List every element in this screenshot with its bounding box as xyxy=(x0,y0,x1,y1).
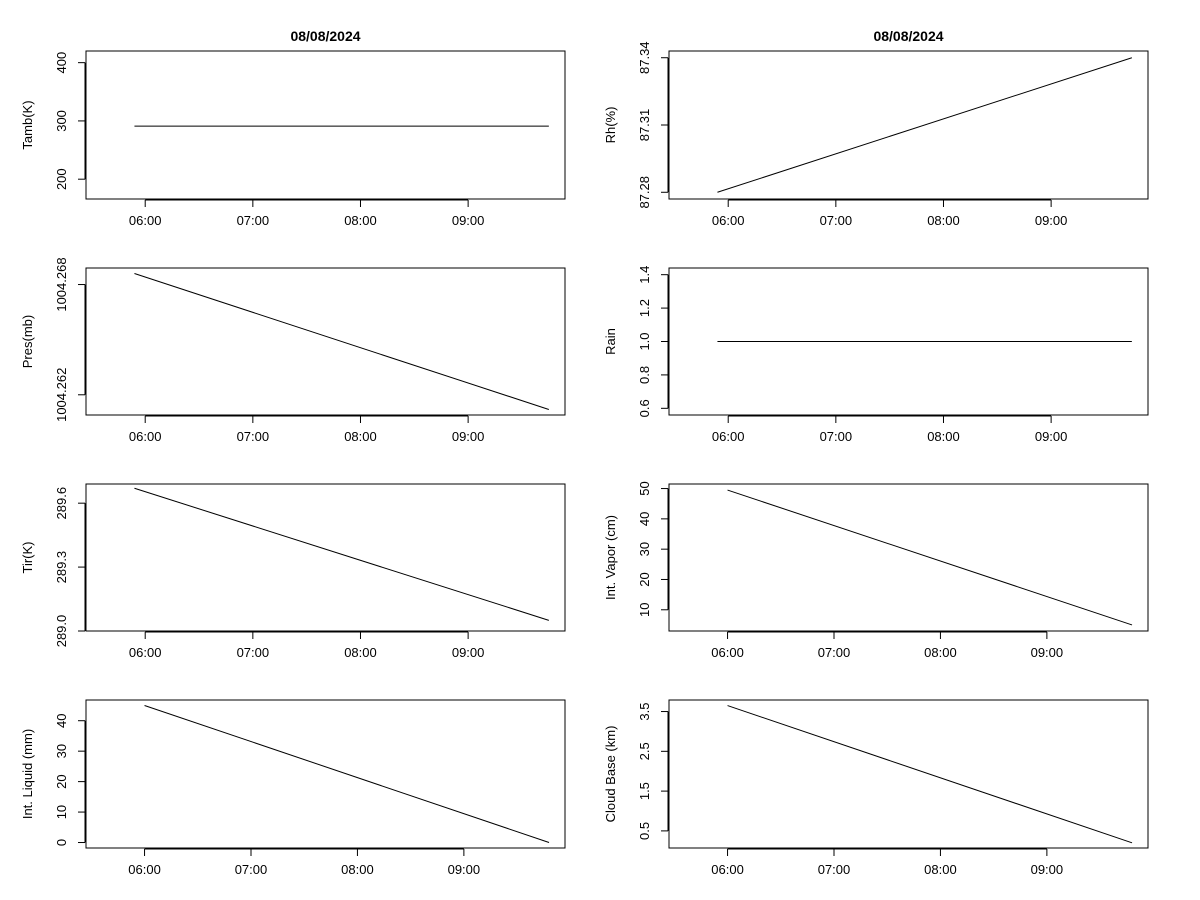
y-tick-label: 289.3 xyxy=(54,551,69,584)
x-tick-label: 07:00 xyxy=(820,429,853,444)
y-tick-label: 30 xyxy=(54,744,69,758)
y-tick-label: 40 xyxy=(637,512,652,526)
y-tick-label: 1.2 xyxy=(637,299,652,317)
y-tick-label: 1.5 xyxy=(637,782,652,800)
x-tick-label: 06:00 xyxy=(129,645,162,660)
x-tick-label: 07:00 xyxy=(235,862,268,877)
plot-frame xyxy=(668,50,1149,200)
x-tick-label: 09:00 xyxy=(1031,862,1064,877)
y-tick-label: 1004.262 xyxy=(54,368,69,422)
y-tick-label: 2.5 xyxy=(637,742,652,760)
panel-4: 06:00 07:00 08:00 09:00 0.6 0.8 1.0 1.2 1.4 Rain xyxy=(603,266,1149,444)
y-axis-label: Int. Liquid (mm) xyxy=(20,729,35,819)
x-tick-label: 06:00 xyxy=(711,862,744,877)
y-tick-label: 200 xyxy=(54,168,69,190)
x-tick-label: 06:00 xyxy=(129,213,162,228)
series-line xyxy=(717,57,1133,193)
x-tick-label: 07:00 xyxy=(237,429,270,444)
y-tick-label: 20 xyxy=(637,572,652,586)
x-tick-label: 07:00 xyxy=(237,645,270,660)
x-tick-label: 08:00 xyxy=(924,862,957,877)
panel-3: 06:00 07:00 08:00 09:00 1004.262 1004.268 Pres… xyxy=(20,257,566,444)
x-tick-label: 09:00 xyxy=(1035,213,1068,228)
x-tick-label: 06:00 xyxy=(711,645,744,660)
plot-frame xyxy=(668,483,1149,632)
x-tick-label: 09:00 xyxy=(1031,645,1064,660)
x-tick-label: 09:00 xyxy=(452,213,485,228)
series-line xyxy=(144,705,550,843)
x-tick-label: 06:00 xyxy=(712,213,745,228)
x-tick-label: 08:00 xyxy=(344,429,377,444)
plot-frame xyxy=(668,699,1149,849)
x-tick-label: 08:00 xyxy=(344,213,377,228)
x-tick-label: 09:00 xyxy=(1035,429,1068,444)
y-tick-label: 30 xyxy=(637,542,652,556)
plot-frame xyxy=(85,483,566,632)
y-tick-label: 1.4 xyxy=(637,266,652,284)
y-tick-label: 3.5 xyxy=(637,702,652,720)
chart-title: 08/08/2024 xyxy=(290,28,360,44)
series-line xyxy=(727,489,1133,626)
x-tick-label: 06:00 xyxy=(712,429,745,444)
x-tick-label: 07:00 xyxy=(818,645,851,660)
x-tick-label: 07:00 xyxy=(237,213,270,228)
y-axis-label: Rain xyxy=(603,328,618,355)
y-axis-label: Int. Vapor (cm) xyxy=(603,515,618,600)
y-tick-label: 20 xyxy=(54,774,69,788)
y-tick-label: 87.28 xyxy=(637,176,652,209)
y-tick-label: 10 xyxy=(54,805,69,819)
x-tick-label: 08:00 xyxy=(927,213,960,228)
x-tick-label: 09:00 xyxy=(448,862,481,877)
y-tick-label: 87.31 xyxy=(637,109,652,142)
plot-frame xyxy=(85,50,566,200)
series-line xyxy=(727,705,1133,844)
x-tick-label: 08:00 xyxy=(344,645,377,660)
x-tick-label: 08:00 xyxy=(341,862,374,877)
y-tick-label: 0.5 xyxy=(637,822,652,840)
x-tick-label: 09:00 xyxy=(452,429,485,444)
x-tick-label: 07:00 xyxy=(820,213,853,228)
y-tick-label: 0 xyxy=(54,839,69,846)
y-tick-label: 1004.268 xyxy=(54,257,69,311)
y-tick-label: 400 xyxy=(54,52,69,74)
y-tick-label: 289.0 xyxy=(54,615,69,648)
panel-7: 06:00 07:00 08:00 09:00 0 10 20 30 40 Int. Liquid… xyxy=(20,699,566,877)
y-tick-label: 87.34 xyxy=(637,41,652,74)
chart-title: 08/08/2024 xyxy=(873,28,943,44)
y-tick-label: 300 xyxy=(54,110,69,132)
y-axis-label: Tir(K) xyxy=(20,541,35,573)
x-tick-label: 08:00 xyxy=(924,645,957,660)
panel-5: 06:00 07:00 08:00 09:00 289.0 289.3 289.6 Tir(K… xyxy=(20,483,566,660)
panel-1: 06:00 07:00 08:00 09:00 200 300 400 Tamb(K) 08/0… xyxy=(20,28,566,228)
panel-8: 06:00 07:00 08:00 09:00 0.5 1.5 2.5 3.5 Cloud Ba… xyxy=(603,699,1149,877)
plot-frame xyxy=(85,699,566,849)
y-tick-label: 40 xyxy=(54,713,69,727)
y-axis-label: Rh(%) xyxy=(603,107,618,144)
y-tick-label: 10 xyxy=(637,603,652,617)
y-tick-label: 0.8 xyxy=(637,366,652,384)
panel-6: 06:00 07:00 08:00 09:00 10 20 30 40 50 Int. Vapor… xyxy=(603,481,1149,660)
plot-frame xyxy=(85,267,566,416)
series-line xyxy=(134,487,550,621)
x-tick-label: 07:00 xyxy=(818,862,851,877)
x-tick-label: 08:00 xyxy=(927,429,960,444)
panel-2: 06:00 07:00 08:00 09:00 87.28 87.31 87.34 Rh(%)… xyxy=(603,28,1149,228)
x-tick-label: 09:00 xyxy=(452,645,485,660)
series-line xyxy=(134,273,550,410)
y-axis-label: Cloud Base (km) xyxy=(603,726,618,823)
y-axis-label: Pres(mb) xyxy=(20,315,35,368)
y-tick-label: 50 xyxy=(637,481,652,495)
y-tick-label: 1.0 xyxy=(637,332,652,350)
plot-frame xyxy=(668,267,1149,416)
x-tick-label: 06:00 xyxy=(128,862,161,877)
x-tick-label: 06:00 xyxy=(129,429,162,444)
y-axis-label: Tamb(K) xyxy=(20,100,35,149)
y-tick-label: 0.6 xyxy=(637,399,652,417)
y-tick-label: 289.6 xyxy=(54,487,69,520)
